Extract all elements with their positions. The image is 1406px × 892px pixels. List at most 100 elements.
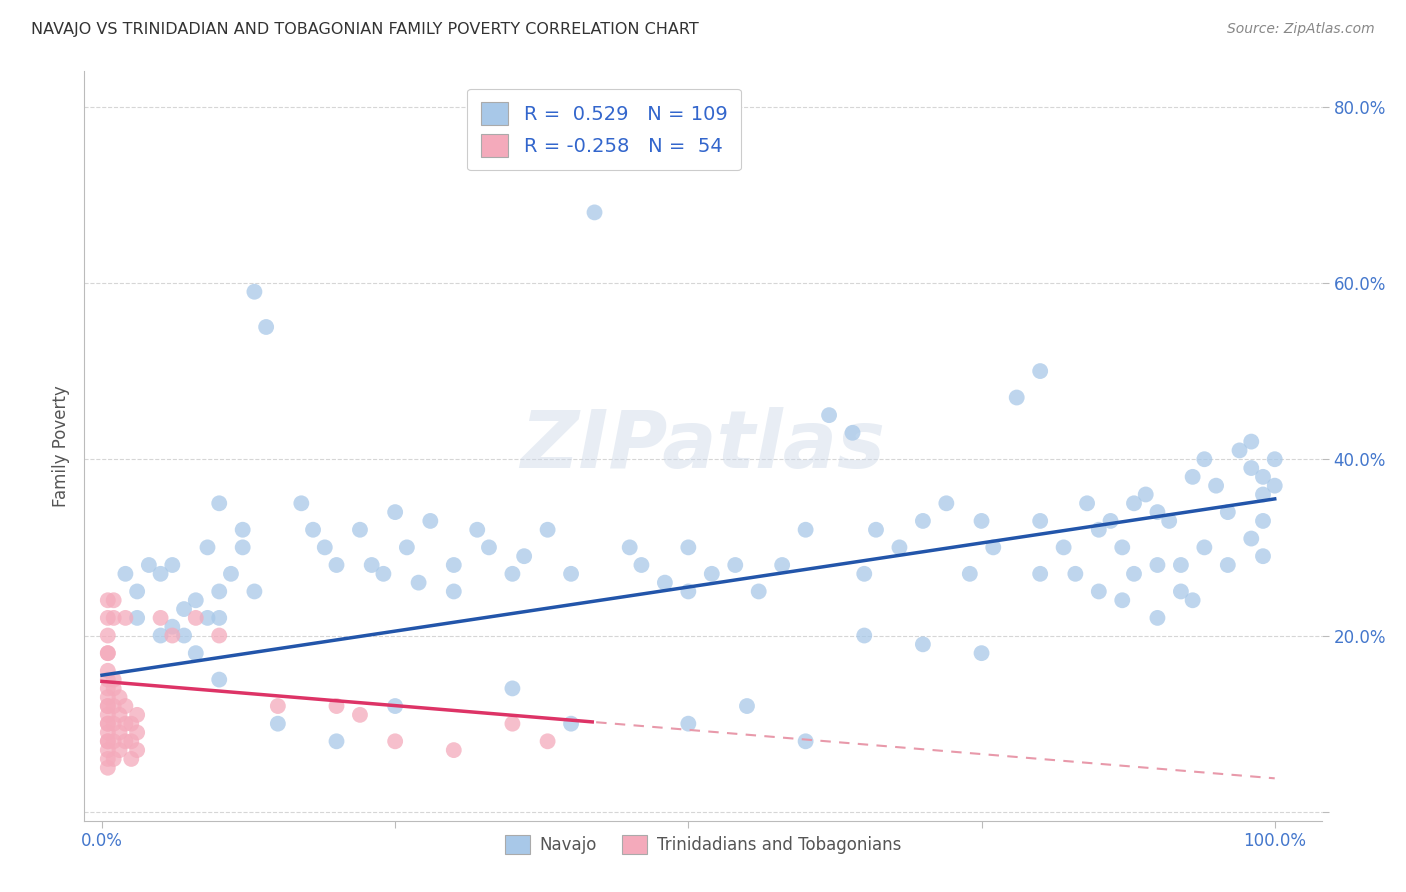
Point	[678, 584, 700, 599]
Point	[97, 716, 120, 731]
Point	[127, 725, 149, 739]
Point	[794, 734, 817, 748]
Point	[1216, 558, 1239, 572]
Point	[678, 716, 700, 731]
Point	[735, 699, 758, 714]
Point	[889, 541, 911, 555]
Point	[419, 514, 441, 528]
Point	[103, 611, 125, 625]
Text: ZIPatlas: ZIPatlas	[520, 407, 886, 485]
Point	[1123, 566, 1146, 581]
Point	[1240, 434, 1263, 449]
Point	[911, 637, 934, 651]
Point	[1251, 470, 1274, 484]
Point	[1251, 514, 1274, 528]
Point	[1005, 391, 1028, 405]
Point	[97, 646, 120, 660]
Point	[232, 541, 254, 555]
Text: Source: ZipAtlas.com: Source: ZipAtlas.com	[1227, 22, 1375, 37]
Point	[127, 584, 149, 599]
Point	[1229, 443, 1251, 458]
Point	[1111, 541, 1133, 555]
Point	[97, 646, 120, 660]
Point	[127, 611, 149, 625]
Point	[97, 690, 120, 705]
Point	[1264, 478, 1286, 492]
Point	[267, 699, 290, 714]
Point	[267, 716, 290, 731]
Point	[103, 593, 125, 607]
Point	[103, 699, 125, 714]
Point	[208, 584, 231, 599]
Point	[149, 628, 172, 642]
Point	[103, 716, 125, 731]
Point	[173, 628, 195, 642]
Point	[1029, 566, 1052, 581]
Point	[911, 514, 934, 528]
Point	[1240, 461, 1263, 475]
Point	[1146, 611, 1168, 625]
Point	[560, 566, 582, 581]
Point	[114, 699, 136, 714]
Point	[325, 699, 347, 714]
Text: NAVAJO VS TRINIDADIAN AND TOBAGONIAN FAMILY POVERTY CORRELATION CHART: NAVAJO VS TRINIDADIAN AND TOBAGONIAN FAM…	[31, 22, 699, 37]
Point	[97, 699, 120, 714]
Point	[384, 699, 406, 714]
Point	[536, 734, 558, 748]
Point	[325, 558, 347, 572]
Point	[841, 425, 863, 440]
Point	[1064, 566, 1087, 581]
Point	[619, 541, 641, 555]
Point	[583, 205, 606, 219]
Point	[162, 558, 184, 572]
Point	[395, 541, 418, 555]
Point	[700, 566, 723, 581]
Point	[138, 558, 160, 572]
Point	[970, 514, 993, 528]
Point	[1251, 549, 1274, 564]
Point	[1135, 487, 1157, 501]
Point	[149, 566, 172, 581]
Point	[501, 681, 523, 696]
Point	[1076, 496, 1098, 510]
Point	[97, 628, 120, 642]
Point	[1088, 584, 1111, 599]
Point	[97, 681, 120, 696]
Point	[1088, 523, 1111, 537]
Point	[443, 584, 465, 599]
Point	[97, 673, 120, 687]
Point	[1052, 541, 1074, 555]
Point	[149, 611, 172, 625]
Point	[1194, 541, 1216, 555]
Point	[1099, 514, 1122, 528]
Point	[184, 611, 207, 625]
Point	[1123, 496, 1146, 510]
Point	[208, 673, 231, 687]
Point	[97, 734, 120, 748]
Point	[97, 716, 120, 731]
Point	[97, 743, 120, 757]
Point	[513, 549, 536, 564]
Point	[1240, 532, 1263, 546]
Point	[243, 285, 266, 299]
Point	[349, 707, 371, 722]
Point	[97, 725, 120, 739]
Point	[114, 611, 136, 625]
Point	[127, 707, 149, 722]
Point	[654, 575, 676, 590]
Point	[501, 566, 523, 581]
Point	[536, 523, 558, 537]
Point	[302, 523, 325, 537]
Point	[208, 496, 231, 510]
Point	[770, 558, 793, 572]
Point	[103, 681, 125, 696]
Point	[208, 628, 231, 642]
Point	[1216, 505, 1239, 519]
Point	[970, 646, 993, 660]
Point	[959, 566, 981, 581]
Point	[219, 566, 242, 581]
Point	[794, 523, 817, 537]
Point	[1029, 514, 1052, 528]
Point	[108, 743, 131, 757]
Point	[97, 752, 120, 766]
